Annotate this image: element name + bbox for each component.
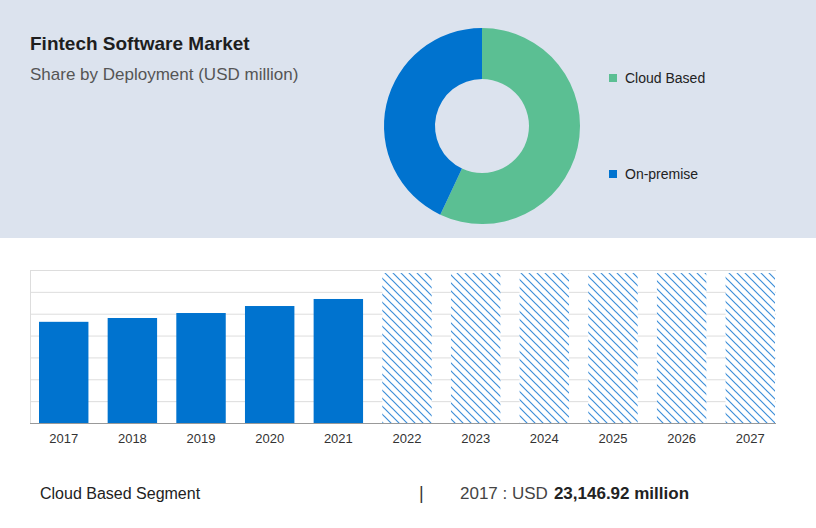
legend-swatch — [609, 74, 617, 82]
title: Fintech Software Market — [30, 33, 250, 54]
bar — [245, 306, 294, 423]
x-tick: 2026 — [667, 431, 696, 446]
x-tick: 2021 — [324, 431, 353, 446]
annotation: 2017 : USD 23,146.92 million — [460, 484, 689, 503]
x-tick: 2023 — [461, 431, 490, 446]
y-tick — [30, 270, 776, 271]
x-tick: 2024 — [530, 431, 559, 446]
x-tick: 2017 — [49, 431, 78, 446]
slice — [384, 28, 482, 215]
y-axis — [30, 271, 776, 424]
annotation: Cloud Based Segment — [40, 485, 201, 502]
x-tick-label: 2020 — [255, 431, 284, 446]
legend-swatch — [609, 170, 617, 178]
bar — [314, 299, 363, 423]
x-tick: 2018 — [118, 431, 147, 446]
bar — [382, 273, 431, 423]
bar — [657, 273, 706, 423]
legend: Cloud Based On-premise — [609, 70, 705, 182]
legend-label: On-premise — [625, 166, 698, 182]
x-tick-label: 2026 — [667, 431, 696, 446]
chart-root: Fintech Software Market Share by Deployme… — [0, 0, 816, 528]
bars — [39, 273, 775, 423]
x-tick-label: 2017 — [49, 431, 78, 446]
grid-line — [30, 270, 776, 271]
x-tick: 2022 — [393, 431, 422, 446]
bar — [39, 322, 88, 423]
separator: | — [419, 483, 424, 503]
bar — [726, 273, 775, 423]
x-axis-line — [40, 423, 776, 424]
y-tick — [30, 423, 776, 424]
x-tick-label: 2023 — [461, 431, 490, 446]
x-tick: 2020 — [255, 431, 284, 446]
bar — [588, 273, 637, 423]
x-tick-label: 2022 — [393, 431, 422, 446]
x-tick: 2025 — [599, 431, 628, 446]
x-tick-label: 2019 — [187, 431, 216, 446]
annotation-value: 23,146.92 million — [554, 484, 689, 503]
x-tick-label: 2027 — [736, 431, 765, 446]
legend-label: Cloud Based — [625, 70, 705, 86]
x-tick-label: 2021 — [324, 431, 353, 446]
header-panel — [0, 0, 816, 238]
bar — [176, 313, 225, 423]
x-tick-label: 2025 — [599, 431, 628, 446]
pie — [384, 28, 580, 224]
y-axis-line — [31, 271, 777, 424]
x-tick: 2027 — [736, 431, 765, 446]
annotation-part: 2017 : USD — [460, 484, 548, 503]
bar — [520, 273, 569, 423]
x-axis: 2017 2018 2019 2020 2021 2022 2023 2024 2025 2026… — [40, 424, 776, 447]
bar — [451, 273, 500, 423]
grid-line — [30, 423, 776, 424]
bar — [108, 318, 157, 423]
x-tick-label: 2018 — [118, 431, 147, 446]
x-tick: 2019 — [187, 431, 216, 446]
x-tick-label: 2024 — [530, 431, 559, 446]
subtitle: Share by Deployment (USD million) — [30, 65, 298, 84]
